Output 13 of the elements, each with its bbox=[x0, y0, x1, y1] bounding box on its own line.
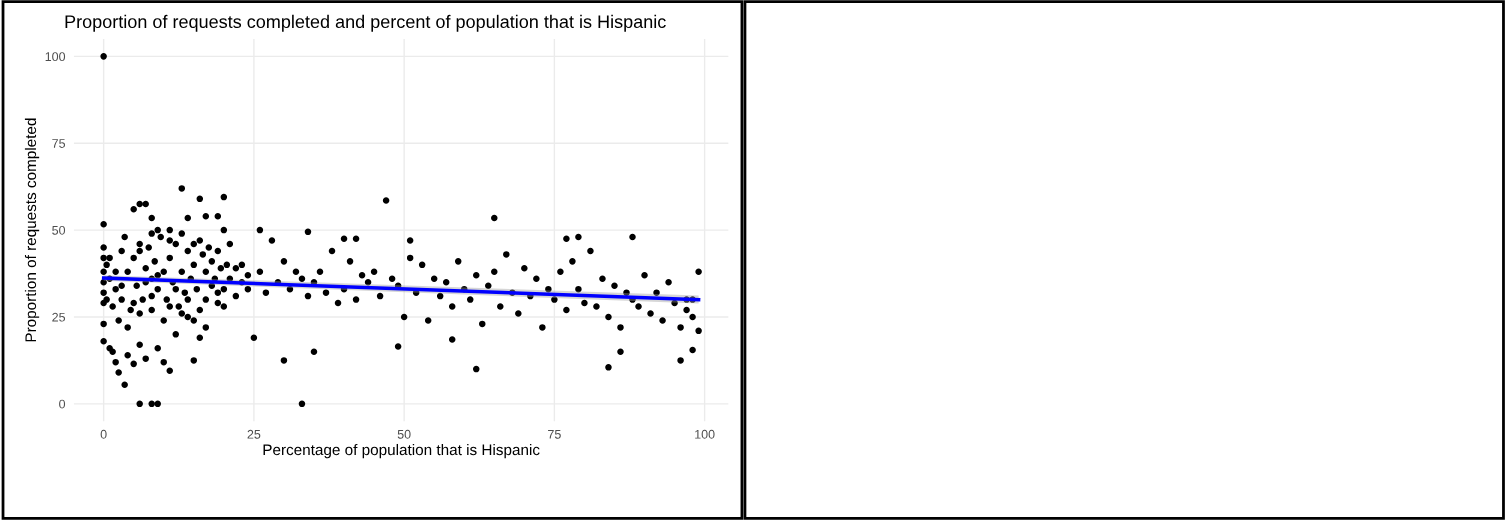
x-tick-label: 50 bbox=[397, 429, 411, 439]
x-tick-label: 75 bbox=[548, 429, 561, 439]
y-axis-title: Proportion of requests completed bbox=[24, 118, 40, 342]
x-axis-title: Percentage of population that is Hispanic bbox=[263, 443, 540, 459]
y-tick-label: 100 bbox=[45, 52, 66, 62]
y-tick-label: 0 bbox=[59, 399, 66, 409]
chart-title: Proportion of requests completed and percent of population that is Hispanic bbox=[65, 14, 666, 32]
x-tick-label: 0 bbox=[100, 429, 107, 439]
y-tick-label: 25 bbox=[52, 312, 66, 322]
y-tick-label: 50 bbox=[52, 225, 66, 235]
y-tick-label: 75 bbox=[52, 139, 66, 148]
x-tick-label: 25 bbox=[247, 429, 261, 439]
x-tick-label: 100 bbox=[695, 429, 715, 439]
